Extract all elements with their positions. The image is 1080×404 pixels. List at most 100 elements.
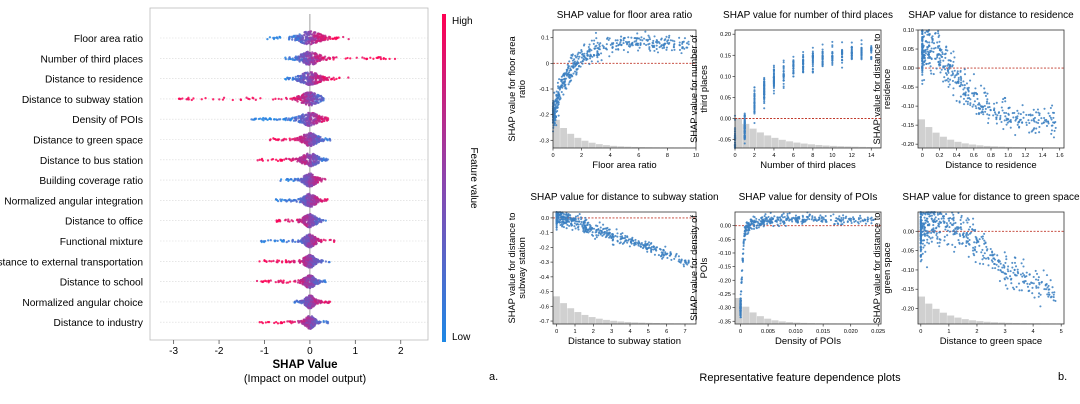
beeswarm-point	[313, 72, 317, 75]
dependence-point	[589, 54, 593, 57]
dependence-x-label: Floor area ratio	[592, 160, 656, 171]
beeswarm-point	[308, 83, 311, 86]
dependence-point	[596, 50, 599, 53]
dependence-point	[557, 85, 560, 88]
beeswarm-point	[284, 157, 288, 160]
beeswarm-point	[300, 113, 304, 117]
dependence-point	[557, 101, 560, 104]
beeswarm-point	[303, 97, 306, 101]
beeswarm-point	[267, 320, 271, 324]
beeswarm-point	[302, 195, 306, 198]
beeswarm-point	[309, 215, 312, 218]
beeswarm-point	[302, 257, 305, 261]
dependence-point	[564, 84, 567, 87]
beeswarm-point	[304, 61, 307, 65]
feature-label: Normalized angular choice	[22, 298, 143, 309]
beeswarm-point	[312, 60, 315, 63]
dependence-point	[572, 72, 575, 75]
beeswarm-point	[335, 77, 338, 81]
beeswarm-point	[298, 219, 301, 222]
beeswarm-point	[239, 98, 242, 101]
beeswarm-point	[323, 119, 326, 123]
beeswarm-point	[258, 260, 261, 263]
beeswarm-point	[277, 279, 280, 283]
dependence-point	[617, 48, 620, 51]
beeswarm-point	[305, 279, 308, 283]
beeswarm-point	[293, 240, 297, 244]
beeswarm-point	[294, 75, 297, 79]
dependence-point	[648, 38, 651, 41]
beeswarm-point	[320, 259, 324, 262]
beeswarm-point	[314, 163, 317, 166]
beeswarm-point	[316, 37, 320, 40]
dependence-point	[648, 46, 651, 49]
beeswarm-point	[251, 118, 255, 121]
beeswarm-point	[307, 180, 311, 184]
beeswarm-point	[330, 77, 333, 81]
beeswarm-point	[297, 279, 300, 282]
dependence-point	[860, 39, 863, 42]
beeswarm-point	[307, 122, 311, 125]
beeswarm-point	[296, 281, 300, 284]
beeswarm-point	[314, 112, 317, 115]
dependence-point	[686, 46, 689, 49]
beeswarm-point	[326, 38, 329, 41]
beeswarm-point	[322, 319, 325, 323]
beeswarm-point	[301, 197, 305, 200]
dependence-point	[802, 71, 805, 74]
x-tick-label: 0	[307, 346, 313, 357]
histogram-bar	[735, 117, 742, 148]
beeswarm-point	[308, 96, 312, 99]
beeswarm-point	[313, 118, 316, 121]
beeswarm-point	[382, 56, 385, 60]
beeswarm-point	[294, 198, 297, 202]
dependence-point	[665, 46, 668, 49]
beeswarm-point	[315, 321, 319, 325]
beeswarm-point	[290, 35, 294, 38]
beeswarm-point	[323, 177, 326, 181]
beeswarm-point	[326, 158, 329, 161]
beeswarm-point	[305, 138, 308, 142]
beeswarm-point	[309, 283, 312, 287]
dependence-point	[553, 91, 556, 94]
dependence-point	[563, 81, 566, 84]
histogram-bar	[567, 133, 575, 148]
beeswarm-point	[277, 138, 281, 141]
beeswarm-point	[308, 304, 311, 308]
beeswarm-point	[311, 236, 314, 239]
dependence-point	[658, 46, 661, 49]
dependence-point	[578, 64, 581, 67]
dependence-point	[653, 49, 656, 52]
beeswarm-point	[346, 56, 349, 60]
beeswarm-point	[296, 177, 300, 180]
beeswarm-point	[312, 256, 315, 259]
beeswarm-point	[314, 120, 318, 124]
beeswarm-point	[295, 300, 299, 303]
dependence-point	[763, 88, 766, 91]
beeswarm-point	[291, 78, 294, 81]
beeswarm-point	[311, 158, 314, 161]
dependence-point	[669, 39, 672, 42]
beeswarm-point	[307, 42, 310, 45]
dependence-point	[802, 55, 805, 59]
beeswarm-point	[299, 199, 302, 202]
dependence-point	[763, 98, 766, 101]
beeswarm-point	[320, 301, 323, 304]
beeswarm-point	[284, 259, 288, 262]
beeswarm-point	[302, 155, 306, 158]
dependence-point	[573, 61, 576, 64]
dependence-point	[662, 44, 665, 47]
beeswarm-point	[305, 316, 308, 319]
dependence-point	[636, 32, 639, 35]
feature-label: Distance to bus station	[40, 156, 143, 167]
beeswarm-point	[303, 33, 306, 36]
dependence-point	[782, 79, 785, 82]
dependence-point	[560, 78, 563, 81]
dependence-point	[683, 47, 686, 50]
dependence-point	[576, 55, 579, 58]
dependence-point	[673, 48, 676, 51]
beeswarm-point	[304, 57, 307, 60]
dependence-point	[557, 91, 560, 94]
